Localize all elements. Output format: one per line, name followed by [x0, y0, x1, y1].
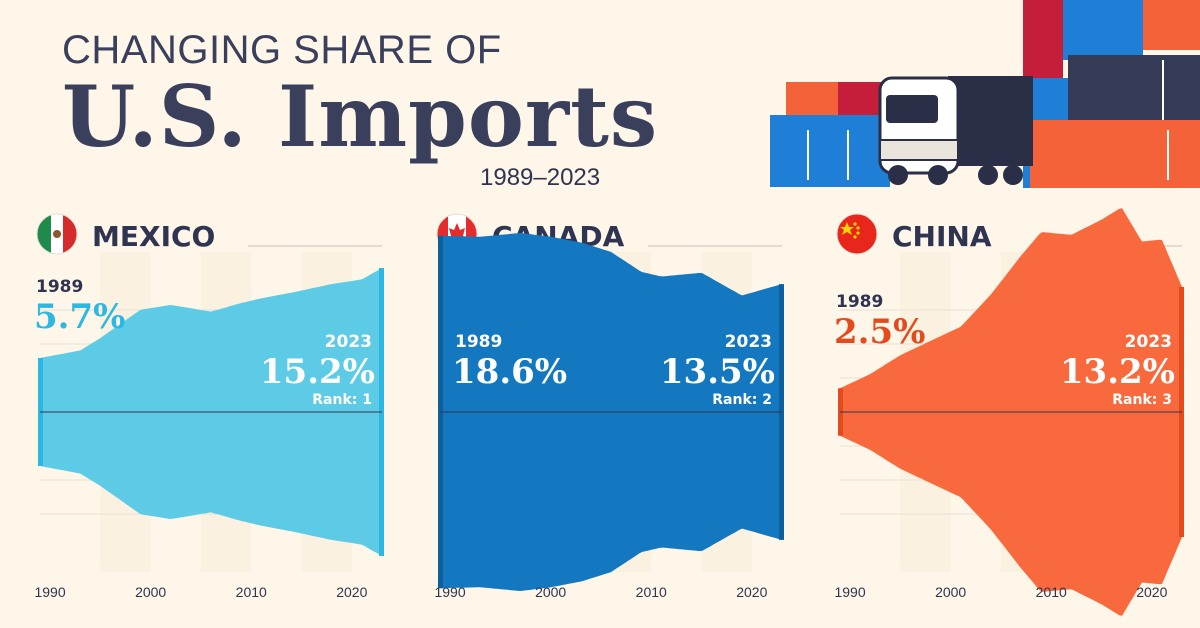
x-tick-label: 2000	[535, 584, 566, 600]
x-tick-label: 1990	[834, 584, 865, 600]
chart-title: CHINA	[892, 220, 992, 253]
china-flag-icon	[837, 214, 877, 254]
x-tick-label: 1990	[434, 584, 465, 600]
end-year-label: 2023	[1125, 332, 1172, 352]
rank-label: Rank: 3	[1112, 392, 1172, 408]
mexico-flag-icon	[37, 214, 77, 254]
end-value-label: 13.5%	[660, 352, 775, 392]
end-value-label: 15.2%	[260, 352, 375, 392]
containers-truck-illustration	[770, 0, 1200, 188]
end-year-label: 2023	[725, 332, 772, 352]
x-tick-label: 2010	[636, 584, 667, 600]
x-tick-label: 2020	[336, 584, 367, 600]
year-range: 1989–2023	[480, 164, 601, 191]
end-year-label: 2023	[325, 332, 372, 352]
x-tick-label: 2000	[135, 584, 166, 600]
rank-label: Rank: 1	[312, 392, 372, 408]
x-tick-label: 1990	[34, 584, 65, 600]
start-value-label: 5.7%	[34, 297, 125, 337]
x-tick-label: 2010	[1036, 584, 1067, 600]
x-tick-label: 2020	[1136, 584, 1167, 600]
x-tick-label: 2010	[236, 584, 267, 600]
rank-label: Rank: 2	[712, 392, 772, 408]
x-tick-label: 2000	[935, 584, 966, 600]
start-year-label: 1989	[836, 292, 883, 312]
chart-title: MEXICO	[92, 220, 215, 253]
start-value-label: 18.6%	[452, 352, 567, 392]
start-value-label: 2.5%	[834, 312, 925, 352]
x-tick-label: 2020	[736, 584, 767, 600]
title-top: CHANGING SHARE OF	[62, 28, 502, 72]
end-value-label: 13.2%	[1060, 352, 1175, 392]
page-title: U.S. Imports	[62, 67, 659, 166]
start-year-label: 1989	[455, 332, 502, 352]
start-year-label: 1989	[36, 277, 83, 297]
